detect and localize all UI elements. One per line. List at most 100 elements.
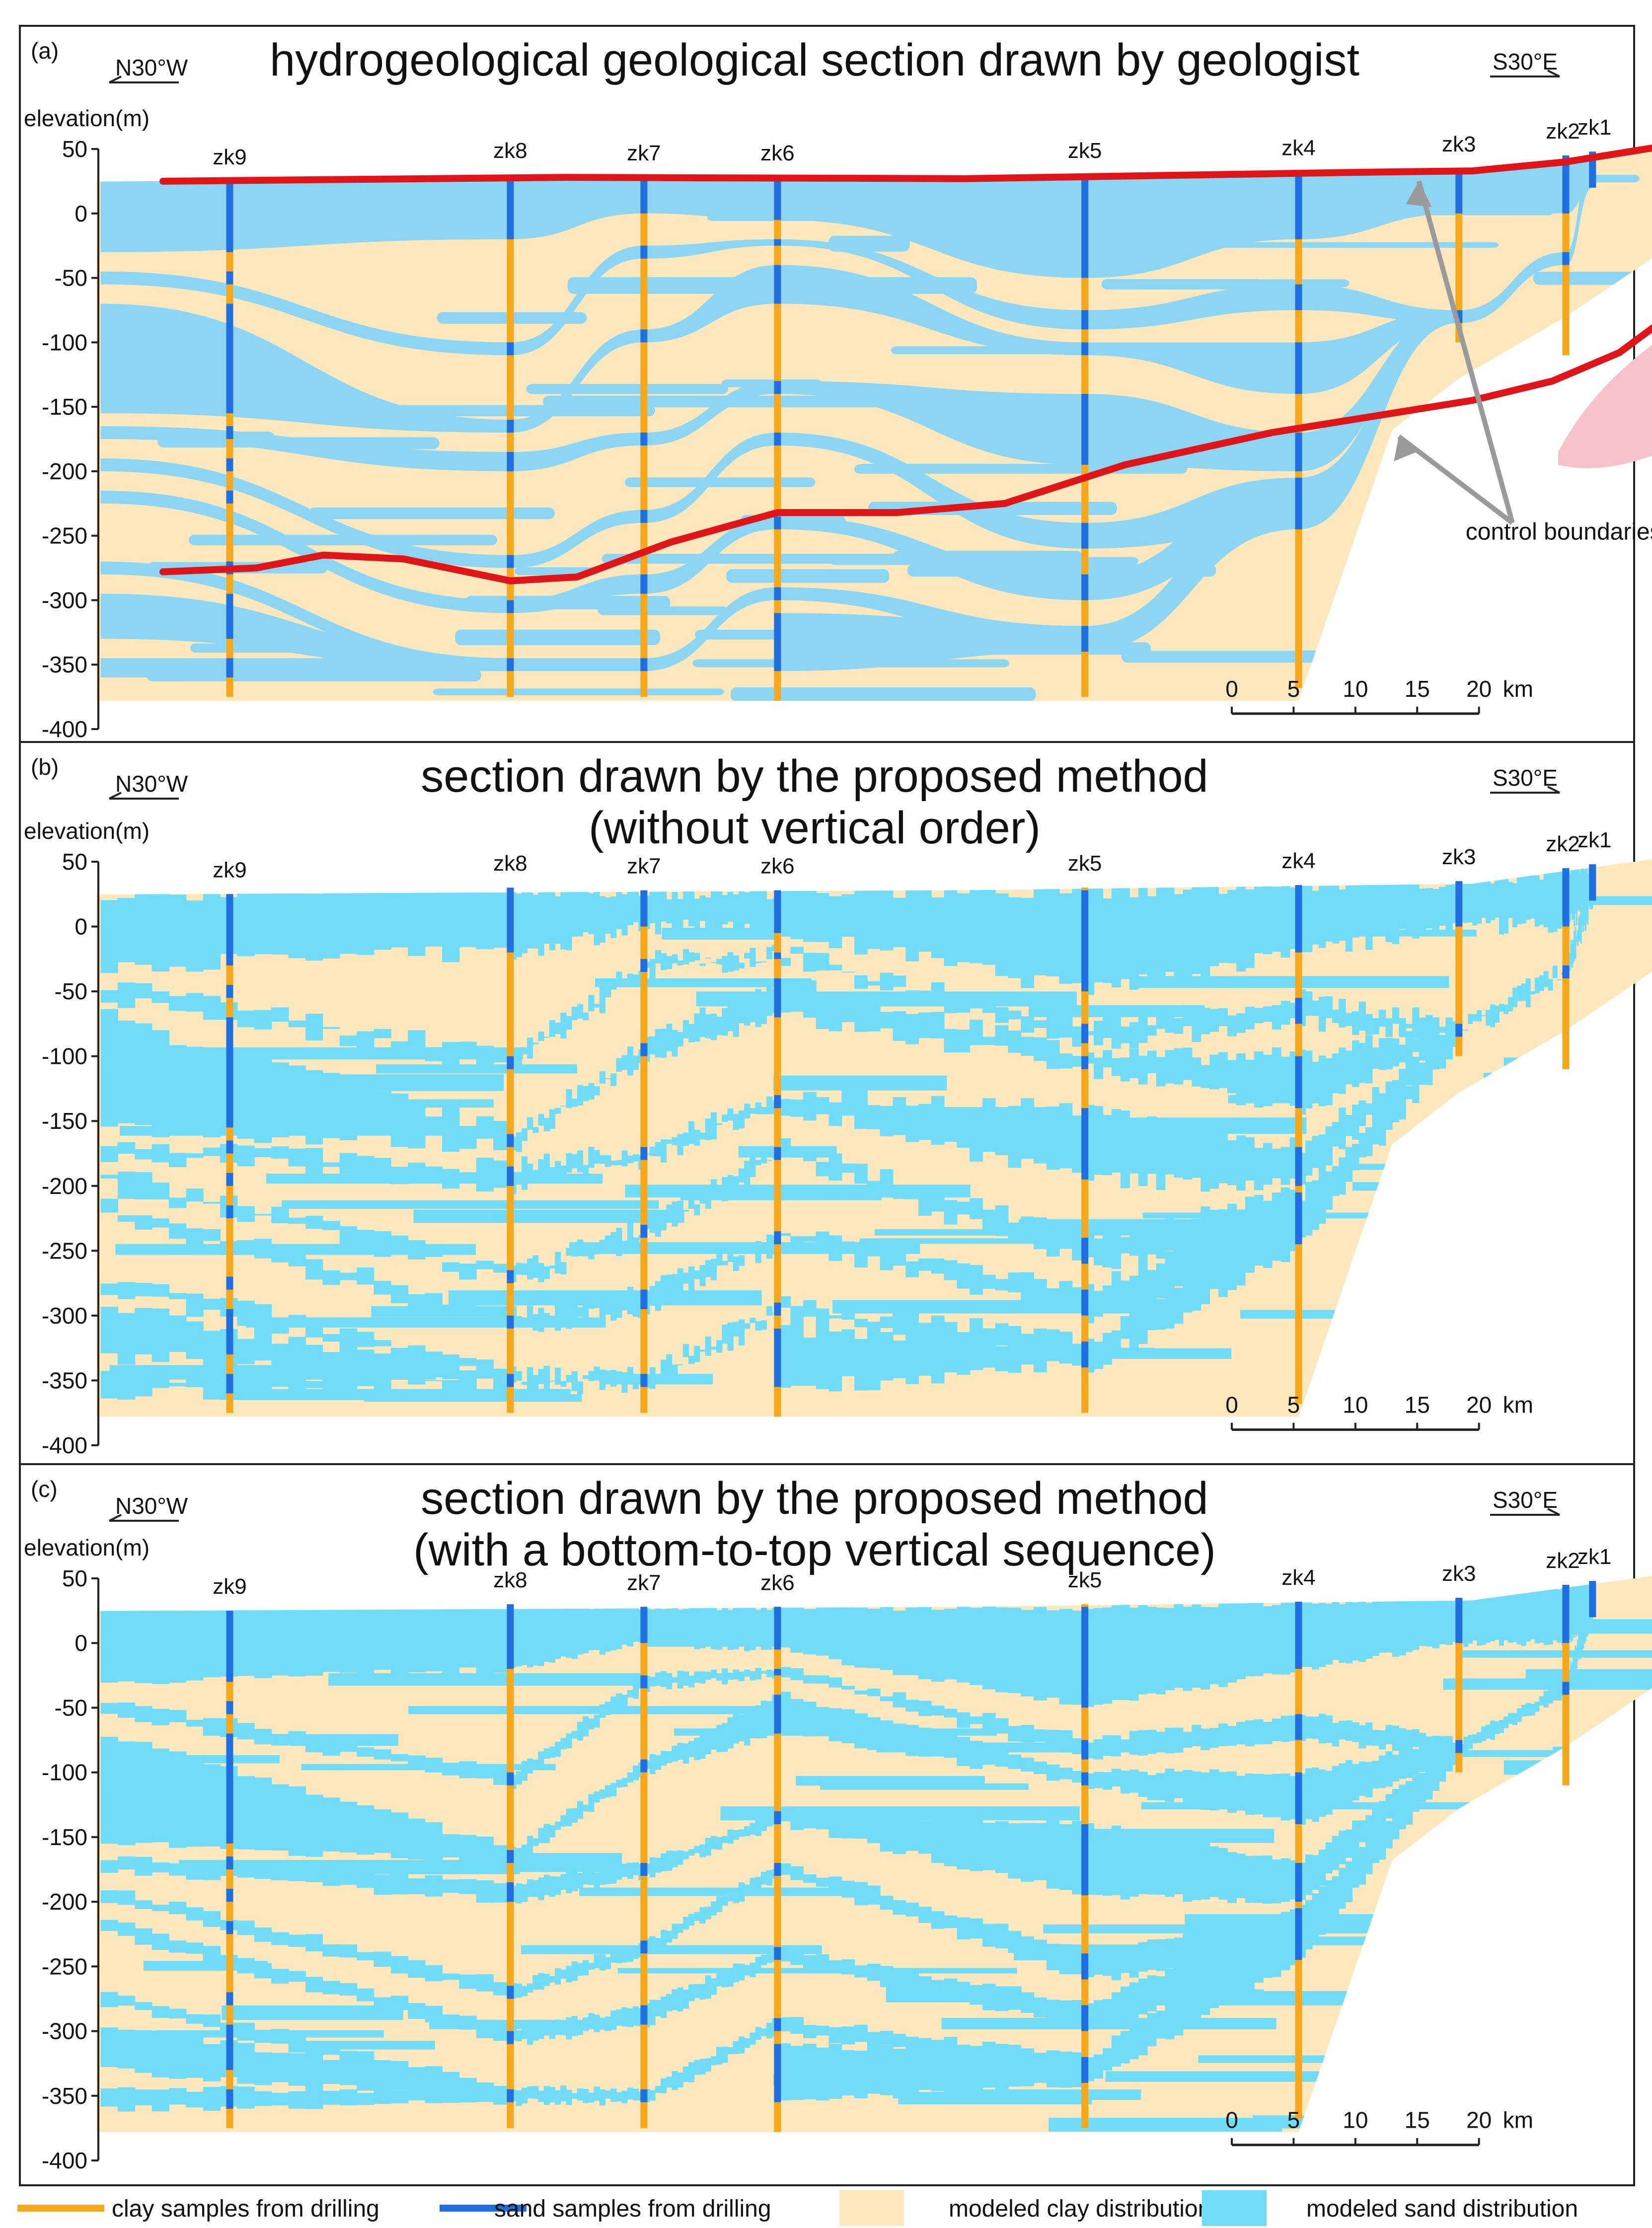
sand-cell — [750, 1108, 756, 1114]
legend-item: sand samples from drilling — [440, 2196, 771, 2222]
sand-cell — [621, 2090, 628, 2103]
sand-cell — [425, 2073, 443, 2096]
y-tick-label: 50 — [62, 849, 87, 875]
sand-cell — [1372, 1047, 1379, 1069]
sand-cell — [1405, 1031, 1413, 1065]
sand-cell — [555, 1367, 561, 1385]
sand-cell — [1201, 1123, 1210, 1192]
sand-cell — [288, 1217, 306, 1224]
sand-cell — [1008, 1010, 1022, 1020]
sand-cell — [672, 1745, 678, 1762]
sand-cell — [135, 1928, 152, 1945]
sand-cell — [982, 1274, 996, 1289]
sand-cell — [100, 1009, 118, 1127]
sand-cell — [716, 1251, 723, 1266]
sand-stripe — [886, 1986, 1022, 2003]
sand-cell — [1372, 1113, 1379, 1145]
sand-cell — [710, 1669, 717, 1679]
sand-cell — [521, 1128, 528, 1141]
sand-stripe — [429, 2019, 603, 2029]
sand-cell — [1352, 885, 1359, 938]
sand-cell — [357, 1332, 375, 1347]
sand-cell — [594, 1872, 600, 1889]
sand-stripe — [1131, 976, 1449, 988]
sand-cell — [543, 1824, 550, 1844]
sand-cell — [710, 1901, 717, 1916]
sand-cell — [1236, 1135, 1246, 1191]
sand-stripe — [661, 1635, 1002, 1643]
sand-cell — [632, 1682, 639, 1699]
sand-cell — [1312, 1000, 1319, 1016]
sand-cell — [117, 1282, 136, 1299]
sand-cell — [1557, 861, 1562, 929]
sand-lens — [1298, 310, 1459, 529]
sand-cell — [271, 2053, 289, 2082]
sand-cell — [577, 1381, 584, 1395]
sand-cell — [790, 1866, 804, 1880]
sand-stripe — [891, 346, 1176, 355]
sand-cell — [1572, 1580, 1575, 1635]
sand-cell — [604, 1155, 611, 1167]
sand-cell — [1481, 1726, 1487, 1741]
sand-cell — [738, 1319, 745, 1346]
sand-cell — [1318, 1134, 1326, 1172]
sand-cell — [577, 1307, 584, 1317]
sand-cell — [1352, 1820, 1359, 1851]
sand-cell — [1227, 1060, 1237, 1094]
sand-cell — [135, 2002, 152, 2010]
sand-cell — [677, 2072, 683, 2088]
sand-cell — [1046, 1764, 1060, 1781]
well-label-zk4: zk4 — [1281, 136, 1315, 160]
sand-cell — [828, 1677, 842, 1688]
sand-cell — [803, 1092, 817, 1121]
sand-cell — [1345, 1720, 1353, 1741]
sand-cell — [254, 1328, 272, 1361]
well-label-zk6: zk6 — [760, 854, 794, 878]
sand-cell — [694, 898, 700, 931]
sand-cell — [577, 1085, 584, 1106]
sand-cell — [1129, 1048, 1139, 1078]
sand-cell — [577, 1873, 584, 1889]
sand-cell — [1525, 1587, 1531, 1642]
sand-cell — [168, 1223, 187, 1239]
sand-cell — [755, 1668, 761, 1680]
well-label-zk2: zk2 — [1546, 1549, 1579, 1573]
sand-cell — [271, 1932, 289, 1945]
sand-cell — [1183, 1842, 1193, 1902]
sand-cell — [1236, 1053, 1246, 1106]
sand-cell — [995, 1924, 1009, 1948]
sand-cell — [1578, 916, 1580, 942]
sand-cell — [655, 2085, 662, 2093]
well-label-zk3: zk3 — [1442, 132, 1476, 156]
sand-stripe — [696, 991, 1077, 1007]
modeled-sand-layers — [100, 151, 1652, 701]
sand-cell — [688, 952, 695, 962]
sand-cell — [203, 2086, 221, 2111]
sand-cell — [1111, 1227, 1121, 1269]
sand-cell — [493, 1263, 511, 1273]
legend-label: clay samples from drilling — [112, 2196, 379, 2222]
sand-cell — [1094, 1106, 1103, 1175]
sand-cell — [390, 2090, 409, 2103]
sand-cell — [699, 1349, 706, 1352]
sand-stripe — [1554, 1619, 1652, 1634]
sand-cell — [1588, 1599, 1590, 1629]
sand-stripe — [206, 935, 563, 944]
y-tick-label: -250 — [42, 523, 87, 549]
sand-cell — [995, 1279, 1009, 1291]
sand-cell — [1138, 1227, 1148, 1267]
sand-cell — [186, 1942, 204, 1954]
sand-stripe — [1358, 1164, 1652, 1170]
y-tick-label: -200 — [42, 1889, 87, 1915]
sand-cell — [1008, 1726, 1022, 1742]
sand-cell — [151, 1708, 169, 1725]
sand-stripe — [376, 1064, 577, 1074]
sand-cell — [1582, 861, 1584, 909]
sand-cell — [1583, 894, 1585, 926]
sand-cell — [390, 1956, 409, 1974]
sand-cell — [1332, 1876, 1340, 1916]
sand-cell — [583, 1304, 589, 1318]
sand-cell — [1405, 1730, 1413, 1753]
sand-cell — [666, 1751, 673, 1763]
sand-cell — [151, 991, 169, 1003]
